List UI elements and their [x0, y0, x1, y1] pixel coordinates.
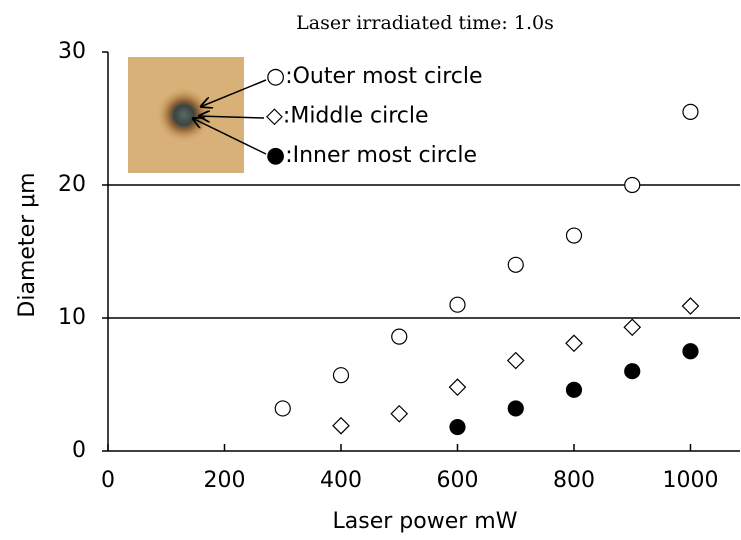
x-tick-label: 0: [101, 468, 115, 493]
point: [507, 256, 524, 273]
x-tick-label: 200: [203, 468, 245, 493]
x-tick-label: 800: [553, 468, 595, 493]
point: [390, 404, 409, 423]
point: [565, 381, 583, 398]
y-tick-label: 10: [58, 305, 86, 330]
y-tick-label: 30: [58, 39, 86, 64]
point: [623, 318, 642, 337]
point: [332, 367, 350, 384]
x-axis-label: Laser power mW: [333, 509, 518, 534]
point: [448, 378, 467, 397]
point: [449, 418, 466, 436]
x-tick-label: 400: [320, 468, 362, 493]
legend-label: ○:Outer most circle: [266, 64, 483, 89]
point: [682, 103, 699, 120]
point: [391, 328, 408, 345]
y-tick-label: 0: [72, 438, 86, 463]
point: [681, 297, 700, 315]
point: [565, 334, 583, 353]
point: [565, 227, 583, 244]
point: [449, 296, 466, 313]
y-axis-label: Diameter μm: [15, 172, 40, 317]
point: [506, 351, 525, 370]
legend-label: ●:Inner most circle: [266, 143, 477, 168]
inset-photo: [128, 57, 267, 173]
chart-title: Laser irradiated time: 1.0s: [296, 12, 554, 34]
point: [332, 416, 350, 435]
point: [274, 400, 291, 417]
legend-label: ◇:Middle circle: [266, 104, 429, 129]
point: [624, 363, 641, 380]
point: [624, 176, 641, 194]
point: [682, 343, 699, 360]
x-tick-label: 600: [436, 468, 478, 493]
x-tick-label: 1000: [662, 468, 718, 493]
point: [507, 400, 524, 417]
y-tick-label: 20: [58, 172, 86, 197]
